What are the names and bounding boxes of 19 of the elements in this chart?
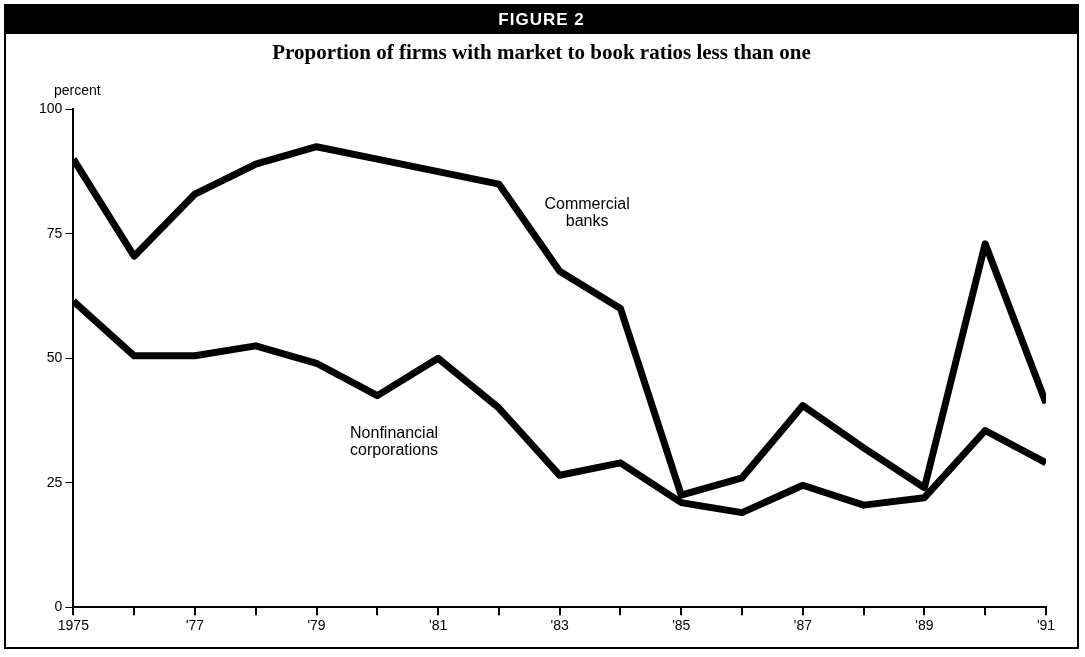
y-tick-label: 100 [39, 100, 63, 117]
x-tick-label: '83 [550, 617, 570, 634]
y-tick-label: 50 [46, 349, 63, 366]
x-tick-label: '79 [307, 617, 326, 634]
chart-subtitle: Proportion of firms with market to book ratios less than one [271, 40, 812, 65]
series-label: Commercial banks [544, 194, 630, 229]
x-tick-label: '85 [672, 617, 691, 634]
x-tick-label: '81 [428, 617, 448, 634]
y-tick-label: 75 [46, 224, 63, 241]
x-tick-label: '87 [793, 617, 813, 634]
y-tick-label: 0 [54, 598, 63, 615]
y-tick-label: 25 [46, 473, 63, 490]
chart-title: FIGURE 2 [6, 6, 1077, 34]
x-tick-label: '89 [915, 617, 934, 634]
y-axis-title: percent [54, 82, 101, 98]
text: Nonfinancial corporations [350, 423, 439, 458]
x-tick-label: '77 [185, 617, 205, 634]
x-tick-label: '91 [1036, 617, 1056, 634]
x-tick-label: 1975 [57, 617, 90, 634]
